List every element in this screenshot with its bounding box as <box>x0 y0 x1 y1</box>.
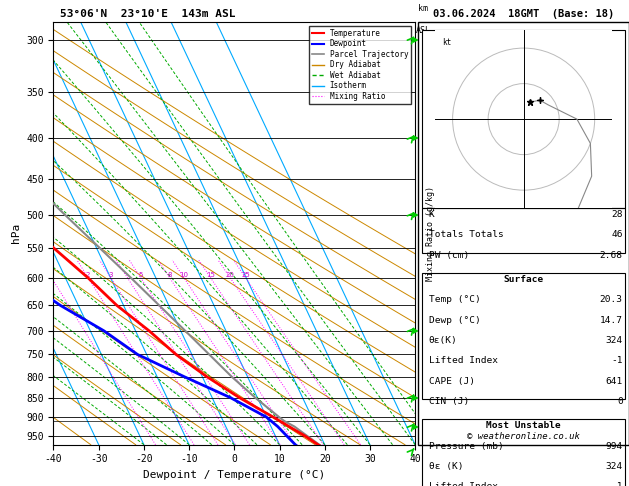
Text: Lifted Index: Lifted Index <box>429 482 498 486</box>
Text: ASL: ASL <box>416 26 431 35</box>
Text: -1: -1 <box>611 482 623 486</box>
Text: CAPE (J): CAPE (J) <box>429 377 475 385</box>
Text: Totals Totals: Totals Totals <box>429 230 504 239</box>
Text: 641: 641 <box>606 377 623 385</box>
Text: 03.06.2024  18GMT  (Base: 18): 03.06.2024 18GMT (Base: 18) <box>433 9 615 19</box>
Text: 8: 8 <box>167 272 172 278</box>
Text: 3: 3 <box>109 272 113 278</box>
Text: 10: 10 <box>179 272 189 278</box>
Text: θε (K): θε (K) <box>429 462 464 471</box>
Text: K: K <box>429 210 435 219</box>
Text: 14.7: 14.7 <box>599 316 623 325</box>
Text: Mixing Ratio (g/kg): Mixing Ratio (g/kg) <box>426 186 435 281</box>
Bar <box>423 30 625 208</box>
Text: Lifted Index: Lifted Index <box>429 356 498 365</box>
Text: 20.3: 20.3 <box>599 295 623 304</box>
Text: kt: kt <box>442 37 451 47</box>
Text: 0: 0 <box>617 397 623 406</box>
Text: Pressure (mb): Pressure (mb) <box>429 442 504 451</box>
Text: km: km <box>418 4 428 14</box>
Text: Surface: Surface <box>504 275 543 284</box>
Text: 2.68: 2.68 <box>599 251 623 260</box>
Text: 15: 15 <box>206 272 215 278</box>
Text: 324: 324 <box>606 336 623 345</box>
Text: 2: 2 <box>86 272 91 278</box>
Text: -1: -1 <box>611 356 623 365</box>
Legend: Temperature, Dewpoint, Parcel Trajectory, Dry Adiabat, Wet Adiabat, Isotherm, Mi: Temperature, Dewpoint, Parcel Trajectory… <box>309 26 411 104</box>
Text: 46: 46 <box>611 230 623 239</box>
Text: 20: 20 <box>226 272 235 278</box>
Y-axis label: hPa: hPa <box>11 223 21 243</box>
Text: θε(K): θε(K) <box>429 336 457 345</box>
Bar <box>423 419 625 486</box>
Text: 25: 25 <box>242 272 250 278</box>
Text: 53°06'N  23°10'E  143m ASL: 53°06'N 23°10'E 143m ASL <box>60 9 235 19</box>
X-axis label: Dewpoint / Temperature (°C): Dewpoint / Temperature (°C) <box>143 470 325 480</box>
Text: © weatheronline.co.uk: © weatheronline.co.uk <box>467 433 580 441</box>
Text: CIN (J): CIN (J) <box>429 397 469 406</box>
Text: 28: 28 <box>611 210 623 219</box>
Text: 5: 5 <box>138 272 143 278</box>
Text: Dewp (°C): Dewp (°C) <box>429 316 481 325</box>
Text: 324: 324 <box>606 462 623 471</box>
Text: PW (cm): PW (cm) <box>429 251 469 260</box>
Text: 994: 994 <box>606 442 623 451</box>
Text: Temp (°C): Temp (°C) <box>429 295 481 304</box>
Bar <box>423 273 625 399</box>
Bar <box>423 208 625 253</box>
Text: Most Unstable: Most Unstable <box>486 421 561 431</box>
